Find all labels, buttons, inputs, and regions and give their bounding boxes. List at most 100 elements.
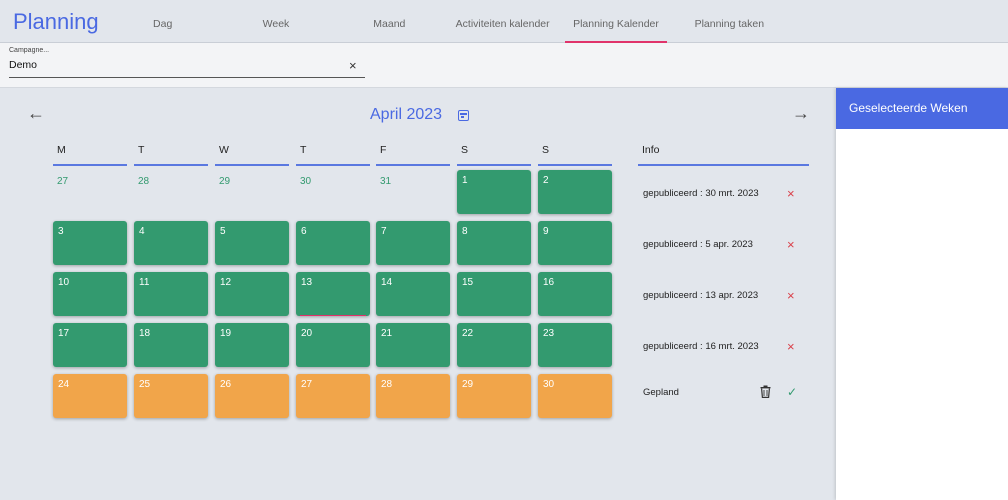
weekday-header: M [53,144,127,166]
day-cell[interactable]: 14 [376,272,450,316]
campaign-underline [9,77,365,78]
day-number: 24 [58,379,70,390]
selected-weeks-panel: Geselecteerde Weken [836,88,1008,500]
info-row-text: gepubliceerd : 5 apr. 2023 [643,239,753,250]
prev-month-day: 28 [138,176,150,187]
day-number: 4 [139,226,145,237]
day-cell[interactable]: 1 [457,170,531,214]
day-cell[interactable]: 5 [215,221,289,265]
weekday-header: S [457,144,531,166]
view-tabs: Dag Week Maand Activiteiten kalender Plannin… [106,0,786,43]
day-cell[interactable]: 16 [538,272,612,316]
app-title: Planning [13,9,99,34]
day-cell[interactable]: 7 [376,221,450,265]
day-cell[interactable]: 28 [376,374,450,418]
day-number: 5 [220,226,226,237]
month-title: April 2023 [370,106,443,123]
remove-icon[interactable]: × [787,288,795,303]
day-cell[interactable]: 4 [134,221,208,265]
day-cell[interactable]: 23 [538,323,612,367]
day-cell[interactable]: 17 [53,323,127,367]
day-cell[interactable]: 27 [296,374,370,418]
weekday-header: W [215,144,289,166]
day-cell[interactable]: 20 [296,323,370,367]
day-number: 22 [462,328,474,339]
day-number: 6 [301,226,307,237]
remove-icon[interactable]: × [787,186,795,201]
filter-bar: Campagne... Demo × [0,43,1008,88]
day-number: 9 [543,226,549,237]
day-cell[interactable]: 26 [215,374,289,418]
day-number: 14 [381,277,393,288]
day-number: 21 [381,328,393,339]
day-number: 10 [58,277,70,288]
day-number: 25 [139,379,151,390]
day-number: 1 [462,175,468,186]
calendar-area: ← April 2023 → Info M T W T F S S 27 28 29 30 31 1 2 3… [0,88,836,500]
day-cell[interactable]: 10 [53,272,127,316]
trash-icon[interactable] [760,385,771,398]
day-cell[interactable]: 25 [134,374,208,418]
day-number: 26 [220,379,232,390]
prev-month-day: 29 [219,176,231,187]
day-number: 20 [301,328,313,339]
info-row-text: gepubliceerd : 16 mrt. 2023 [643,341,759,352]
day-number: 13 [301,277,313,288]
day-cell[interactable]: 8 [457,221,531,265]
day-cell[interactable]: 2 [538,170,612,214]
day-number: 23 [543,328,555,339]
tab-maand[interactable]: Maand [373,18,406,30]
arrow-left-icon[interactable]: ← [27,103,45,123]
selected-weeks-title: Geselecteerde Weken [836,88,1008,129]
day-number: 27 [301,379,313,390]
day-cell[interactable]: 6 [296,221,370,265]
day-number: 30 [543,379,555,390]
day-cell[interactable]: 15 [457,272,531,316]
day-cell[interactable]: 9 [538,221,612,265]
day-cell[interactable]: 29 [457,374,531,418]
campaign-label: Campagne... [9,47,50,54]
planned-label: Gepland [643,387,679,398]
tab-planning-taken[interactable]: Planning taken [694,18,765,30]
tab-dag[interactable]: Dag [153,18,173,30]
weekday-header: F [376,144,450,166]
day-cell[interactable]: 12 [215,272,289,316]
day-number: 18 [139,328,151,339]
day-cell[interactable]: 24 [53,374,127,418]
check-icon[interactable]: ✓ [787,385,798,399]
day-cell[interactable]: 13 [296,272,370,316]
remove-icon[interactable]: × [787,237,795,252]
campaign-input[interactable]: Demo [9,59,38,71]
prev-month-day: 27 [57,176,69,187]
top-bar: Planning Dag Week Maand Activiteiten kalend… [0,0,1008,43]
day-number: 8 [462,226,468,237]
day-number: 11 [139,277,150,288]
info-row-text: gepubliceerd : 13 apr. 2023 [643,290,759,301]
day-cell[interactable]: 19 [215,323,289,367]
day-number: 7 [381,226,387,237]
clear-icon[interactable]: × [349,58,357,73]
tab-week[interactable]: Week [262,18,290,30]
remove-icon[interactable]: × [787,339,795,354]
day-number: 17 [58,328,70,339]
prev-month-day: 31 [380,176,392,187]
day-number: 29 [462,379,474,390]
day-number: 28 [381,379,393,390]
tab-activiteiten-kalender[interactable]: Activiteiten kalender [455,18,550,30]
day-number: 19 [220,328,232,339]
day-number: 15 [462,277,474,288]
info-header: Info [638,144,809,166]
day-number: 2 [543,175,549,186]
day-cell[interactable]: 18 [134,323,208,367]
day-cell[interactable]: 11 [134,272,208,316]
weekday-header: S [538,144,612,166]
day-cell[interactable]: 3 [53,221,127,265]
day-cell[interactable]: 22 [457,323,531,367]
calendar-icon[interactable] [458,110,469,121]
weekday-header: T [134,144,208,166]
day-cell[interactable]: 30 [538,374,612,418]
tab-planning-kalender[interactable]: Planning Kalender [559,0,672,43]
arrow-right-icon[interactable]: → [792,103,810,123]
day-number: 12 [220,277,232,288]
day-cell[interactable]: 21 [376,323,450,367]
